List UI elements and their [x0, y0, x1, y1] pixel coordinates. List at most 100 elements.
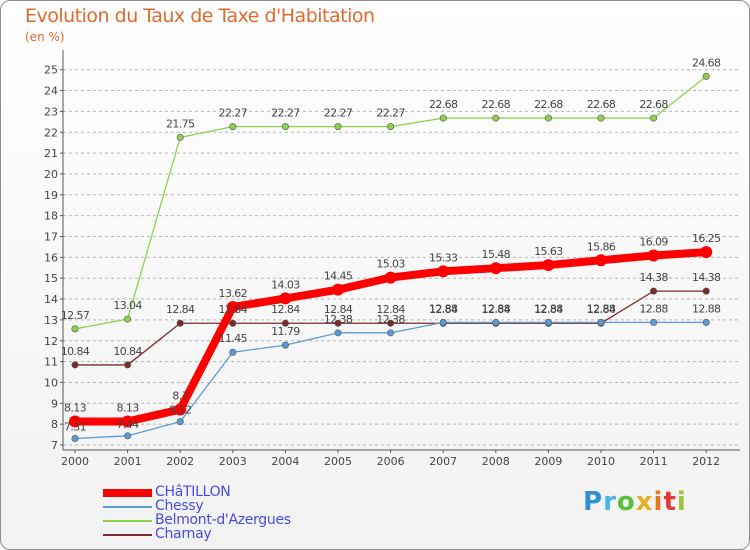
data-label: 15.63: [534, 245, 563, 258]
data-label: 11.45: [219, 332, 248, 345]
data-label: 24.68: [692, 56, 721, 69]
data-point: [174, 403, 187, 416]
y-tick-label: 11: [44, 356, 58, 369]
data-label: 12.84: [219, 303, 248, 316]
data-label: 15.03: [376, 258, 405, 271]
data-label: 8.12: [169, 404, 191, 417]
data-point: [544, 114, 552, 122]
data-label: 12.84: [482, 303, 511, 316]
data-point: [229, 319, 237, 327]
legend-label-belmont: Belmont-d'Azergues: [155, 512, 291, 528]
data-point: [387, 123, 395, 131]
data-point: [595, 254, 607, 267]
data-label: 12.38: [324, 313, 353, 326]
data-label: 22.68: [482, 98, 511, 111]
legend-label-chessy: Chessy: [155, 498, 204, 514]
data-label: 12.88: [587, 302, 616, 315]
data-point: [121, 415, 134, 428]
data-point: [439, 114, 447, 122]
y-tick-label: 20: [44, 168, 58, 181]
data-label: 15.48: [482, 248, 511, 261]
data-point: [492, 114, 500, 122]
data-label: 15.86: [587, 240, 616, 253]
data-point: [650, 287, 658, 295]
data-point: [387, 319, 395, 327]
data-point: [384, 271, 397, 284]
y-tick-label: 17: [44, 231, 58, 244]
data-point: [176, 418, 184, 426]
gridlines: [63, 69, 740, 446]
data-label: 12.84: [376, 303, 405, 316]
legend-item-chatillon: CHâTILLON: [103, 484, 343, 500]
y-axis-unit-label: (en %): [25, 30, 65, 44]
data-label: 7.31: [64, 421, 86, 434]
data-point: [229, 348, 237, 356]
data-point: [439, 318, 447, 326]
axes: 7 8 9 10 11 12 13 14 15 16 17 18 19 20 21 22 23 24 25 2000 2…: [44, 50, 740, 468]
data-label: 22.68: [639, 98, 668, 111]
y-tick-label: 9: [51, 397, 58, 410]
data-point: [334, 329, 342, 337]
y-tick-label: 19: [44, 189, 58, 202]
data-point: [71, 325, 79, 333]
y-tick-label: 10: [44, 376, 58, 389]
data-label: 12.84: [429, 303, 458, 316]
data-label: 8.13: [117, 401, 140, 414]
data-label: 14.03: [271, 278, 300, 291]
data-point: [176, 133, 184, 141]
x-tick-label: 2011: [640, 455, 668, 468]
data-point: [492, 318, 500, 326]
legend-label-chatillon: CHâTILLON: [155, 484, 231, 500]
x-tick-label: 2008: [482, 455, 510, 468]
data-label: 12.84: [324, 303, 353, 316]
data-point: [597, 114, 605, 122]
data-point: [176, 319, 184, 327]
data-label: 22.68: [429, 98, 458, 111]
data-label: 21.75: [166, 117, 195, 130]
data-point: [387, 329, 395, 337]
data-label: 13.62: [219, 287, 248, 300]
x-tick-label: 2002: [166, 455, 194, 468]
chart-title: Evolution du Taux de Taxe d'Habitation: [25, 5, 375, 27]
data-point: [650, 318, 658, 326]
data-point: [647, 249, 660, 262]
data-label: 15.33: [429, 251, 458, 264]
data-point: [124, 315, 132, 323]
data-label: 12.88: [429, 302, 458, 315]
data-point: [229, 123, 237, 131]
data-label: 22.27: [271, 107, 300, 120]
data-label: 12.88: [692, 302, 721, 315]
data-point: [332, 283, 344, 296]
data-point: [702, 72, 710, 80]
x-tick-label: 2012: [692, 455, 720, 468]
data-point: [281, 341, 289, 349]
data-label: 14.45: [324, 270, 353, 283]
proxiti-logo: Proxiti: [583, 487, 687, 517]
data-label: 22.27: [324, 107, 353, 120]
y-tick-label: 25: [44, 64, 58, 77]
data-label: 7.44: [117, 418, 140, 431]
data-point: [700, 246, 713, 259]
logo-letter: i: [653, 487, 664, 517]
legend-swatch-chessy: [103, 506, 152, 508]
y-tick-label: 16: [44, 251, 58, 264]
x-tick-label: 2006: [377, 455, 405, 468]
legend-label-charnay: Charnay: [155, 526, 212, 542]
data-point: [702, 287, 710, 295]
data-point: [279, 292, 292, 305]
data-point: [437, 265, 450, 278]
y-tick-label: 13: [44, 314, 58, 327]
data-point: [544, 318, 552, 326]
x-tick-label: 2007: [429, 455, 457, 468]
legend-swatch-chatillon: [103, 489, 152, 497]
data-point: [281, 319, 289, 327]
data-label: 12.38: [376, 313, 405, 326]
y-tick-label: 15: [44, 272, 58, 285]
data-label: 10.84: [61, 345, 90, 358]
data-point: [124, 432, 132, 440]
y-tick-label: 12: [44, 335, 58, 348]
data-point: [124, 361, 132, 369]
data-point: [650, 114, 658, 122]
data-point: [69, 415, 81, 428]
